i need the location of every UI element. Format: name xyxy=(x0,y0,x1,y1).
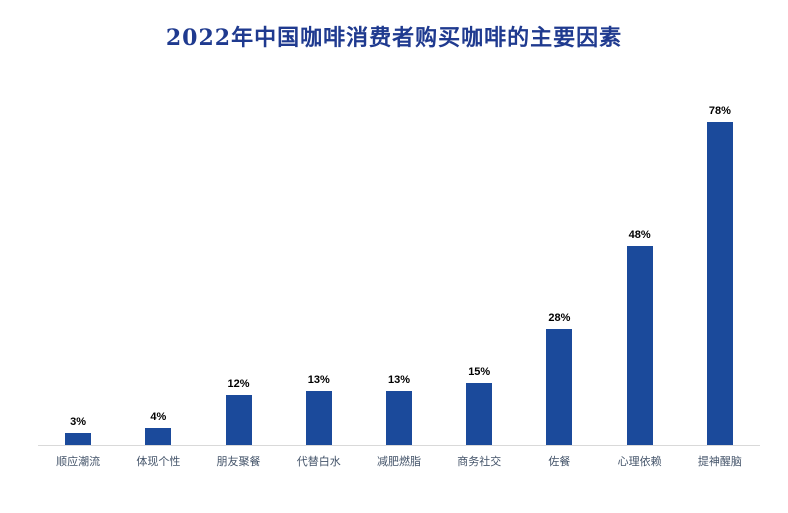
chart-title: 2022年中国咖啡消费者购买咖啡的主要因素 xyxy=(165,25,623,51)
bar-value-label: 3% xyxy=(70,415,87,428)
bar-chart: 3% 4% 12% 13% 13% 15% 28% 48% 78% 顺应潮流 体现个性 朋友聚餐 代替… xyxy=(38,93,760,469)
x-axis-line xyxy=(38,445,760,446)
bar xyxy=(626,246,653,445)
x-axis-label: 顺应潮流 xyxy=(56,455,101,468)
bar-value-label: 4% xyxy=(150,411,167,424)
bar xyxy=(466,382,493,445)
bar-value-label: 13% xyxy=(307,374,330,387)
bar xyxy=(546,329,573,445)
x-axis-label: 商务社交 xyxy=(457,455,502,468)
x-axis-label: 减肥燃脂 xyxy=(376,455,421,468)
x-axis-labels: 顺应潮流 体现个性 朋友聚餐 代替白水 减肥燃脂 商务社交 佐餐 心理依赖 提神醒脑 xyxy=(38,453,760,469)
bar-column: 12% xyxy=(198,93,278,445)
bar-columns: 3% 4% 12% 13% 13% 15% 28% 48% 78% xyxy=(38,93,760,445)
bar-value-label: 12% xyxy=(227,378,250,391)
bar-column: 78% xyxy=(680,93,760,445)
bar-column: 15% xyxy=(439,93,519,445)
bar-column: 13% xyxy=(279,93,359,445)
x-axis-label: 朋友聚餐 xyxy=(216,455,261,468)
bar xyxy=(65,432,92,445)
bar xyxy=(225,395,252,445)
bar-value-label: 13% xyxy=(387,374,410,387)
bar-column: 13% xyxy=(359,93,439,445)
bar-column: 48% xyxy=(600,93,680,445)
bar-value-label: 28% xyxy=(548,312,571,325)
bar-column: 4% xyxy=(118,93,198,445)
x-axis-label: 体现个性 xyxy=(136,455,181,468)
bar xyxy=(145,428,172,445)
bar xyxy=(706,122,733,445)
bar-value-label: 48% xyxy=(628,229,651,242)
x-axis-label: 佐餐 xyxy=(548,455,571,468)
chart-page: 2022年中国咖啡消费者购买咖啡的主要因素 3% 4% 12% 13% 13% 15% 28… xyxy=(0,20,788,513)
bar-value-label: 15% xyxy=(468,365,491,378)
x-axis-label: 代替白水 xyxy=(296,455,341,468)
x-axis-label: 提神醒脑 xyxy=(697,455,742,468)
bar xyxy=(305,391,332,445)
bar-column: 28% xyxy=(519,93,599,445)
x-axis-label: 心理依赖 xyxy=(617,455,662,468)
bar-column: 3% xyxy=(38,93,118,445)
bar-value-label: 78% xyxy=(708,105,731,117)
bar xyxy=(385,391,412,445)
